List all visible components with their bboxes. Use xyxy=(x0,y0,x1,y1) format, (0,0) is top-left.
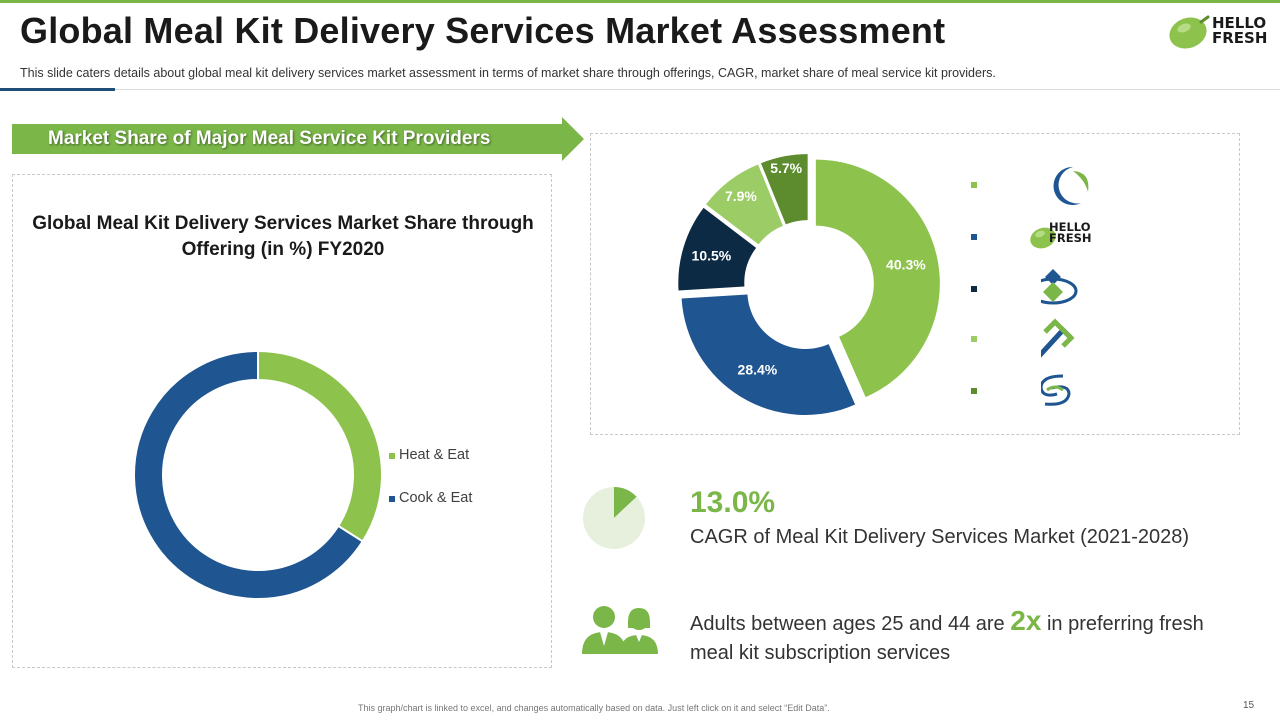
adults-highlight: 2x xyxy=(1010,605,1042,636)
offering-slice[interactable] xyxy=(133,349,365,600)
provider-slice[interactable] xyxy=(760,154,808,225)
divider-line xyxy=(115,89,1280,90)
offering-slice[interactable] xyxy=(257,349,383,543)
legend-label-heat-eat: Heat & Eat xyxy=(399,447,470,463)
crescent-logo-icon xyxy=(1041,162,1111,208)
cagr-value: 13.0% xyxy=(690,486,776,519)
cagr-slice[interactable] xyxy=(583,487,645,549)
provider-data-label: 5.7% xyxy=(770,160,802,176)
zigzag-logo-icon xyxy=(1027,316,1111,362)
section-banner: Market Share of Major Meal Service Kit P… xyxy=(12,116,587,162)
offering-donut-chart[interactable] xyxy=(118,335,398,615)
page-number: 15 xyxy=(1243,700,1255,711)
diamond-logo-icon xyxy=(1028,266,1111,312)
banner-arrow-shape xyxy=(12,117,584,161)
provider-row-5 xyxy=(971,368,1131,414)
adults-suffix: in preferring fresh meal kit subscriptio… xyxy=(690,613,1204,664)
provider-slice[interactable] xyxy=(681,294,856,415)
provider-slice[interactable] xyxy=(678,207,757,291)
provider-data-label: 10.5% xyxy=(692,247,732,263)
adults-prefix: Adults between ages 25 and 44 are xyxy=(690,613,1005,635)
footnote: This graph/chart is linked to excel, and… xyxy=(358,703,830,713)
provider-chart-panel: 40.3% 28.4% 10.5% 7.9% 5.7% HELLO FRESH xyxy=(590,133,1240,435)
legend-swatch-heat-eat xyxy=(389,453,395,459)
provider-row-1 xyxy=(971,162,1131,208)
offering-chart-title: Global Meal Kit Delivery Services Market… xyxy=(32,213,534,260)
provider-slice[interactable] xyxy=(706,164,783,245)
provider-hellofresh-line-2: FRESH xyxy=(1049,231,1092,245)
page-title: Global Meal Kit Delivery Services Market… xyxy=(20,10,946,51)
page-subtitle: This slide caters details about global m… xyxy=(20,66,996,80)
offering-chart-panel: Global Meal Kit Delivery Services Market… xyxy=(12,174,552,668)
logo-line-2: FRESH xyxy=(1212,29,1268,47)
adults-stat-text: Adults between ages 25 and 44 are 2x in … xyxy=(690,606,1240,668)
provider-bullet xyxy=(971,286,977,292)
provider-data-label: 7.9% xyxy=(725,188,757,204)
provider-hellofresh-line-1: HELLO xyxy=(1049,220,1091,234)
provider-row-4 xyxy=(971,316,1131,362)
provider-hellofresh-text: HELLO FRESH xyxy=(1049,220,1092,245)
cagr-label: CAGR of Meal Kit Delivery Services Marke… xyxy=(690,526,1190,548)
provider-bullet xyxy=(971,388,977,394)
provider-donut-chart[interactable]: 40.3% 28.4% 10.5% 7.9% 5.7% xyxy=(671,148,951,424)
provider-bullet xyxy=(971,182,977,188)
provider-data-label: 28.4% xyxy=(738,361,778,377)
logo-text: HELLO FRESH xyxy=(1212,16,1267,46)
accent-underline xyxy=(0,88,115,91)
lime-icon xyxy=(1169,15,1210,49)
provider-slice[interactable] xyxy=(815,159,940,398)
provider-row-2: HELLO FRESH xyxy=(971,214,1131,260)
hellofresh-logo: HELLO FRESH xyxy=(1168,12,1272,52)
logo-line-1: HELLO xyxy=(1212,14,1267,32)
provider-row-3 xyxy=(971,266,1131,312)
provider-data-label: 40.3% xyxy=(886,257,926,273)
cagr-slice[interactable] xyxy=(614,487,637,518)
legend-swatch-cook-eat xyxy=(389,496,395,502)
swirl-logo-icon xyxy=(1039,368,1111,414)
legend-label-cook-eat: Cook & Eat xyxy=(399,490,473,506)
provider-bullet xyxy=(971,336,977,342)
cagr-pie-chart[interactable] xyxy=(582,486,646,550)
top-rule xyxy=(0,0,1280,3)
banner-label: Market Share of Major Meal Service Kit P… xyxy=(48,128,491,149)
provider-bullet xyxy=(971,234,977,240)
people-icon xyxy=(582,606,658,654)
hellofresh-logo-icon: HELLO FRESH xyxy=(1030,214,1111,260)
